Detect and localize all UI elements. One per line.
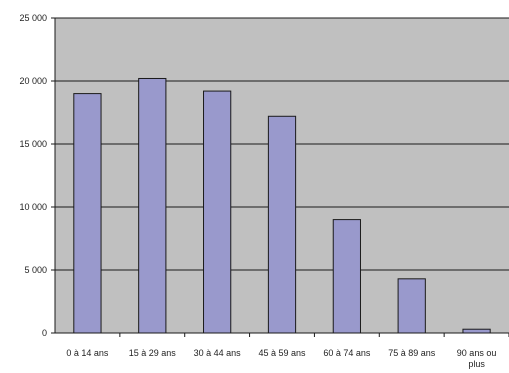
y-axis-tick-labels: 0 5 000 10 000 15 000 20 000 25 000 — [19, 13, 55, 338]
x-tick-label: 30 à 44 ans — [194, 348, 242, 358]
x-tick-label: 75 à 89 ans — [388, 348, 436, 358]
x-tick-label: 90 ans ou plus — [457, 348, 497, 369]
x-tick-label: 45 à 59 ans — [258, 348, 306, 358]
y-tick-label: 20 000 — [19, 76, 47, 86]
bar — [332, 219, 361, 334]
bar — [73, 93, 102, 334]
bar — [203, 90, 232, 334]
x-tick-label: 60 à 74 ans — [323, 348, 371, 358]
x-axis-category-labels: 0 à 14 ans 15 à 29 ans 30 à 44 ans 45 à 59 … — [66, 348, 496, 369]
y-tick-label: 5 000 — [24, 265, 47, 275]
bar — [397, 278, 426, 334]
y-tick-label: 15 000 — [19, 139, 47, 149]
x-tick-label: 0 à 14 ans — [66, 348, 109, 358]
y-tick-label: 10 000 — [19, 202, 47, 212]
y-tick-label: 0 — [42, 328, 47, 338]
y-tick-label: 25 000 — [19, 13, 47, 23]
bar — [138, 77, 167, 334]
bars — [73, 77, 491, 334]
x-axis-tick-marks — [119, 333, 509, 337]
bar — [267, 115, 297, 334]
x-tick-label: 15 à 29 ans — [129, 348, 177, 358]
bar — [462, 328, 491, 334]
